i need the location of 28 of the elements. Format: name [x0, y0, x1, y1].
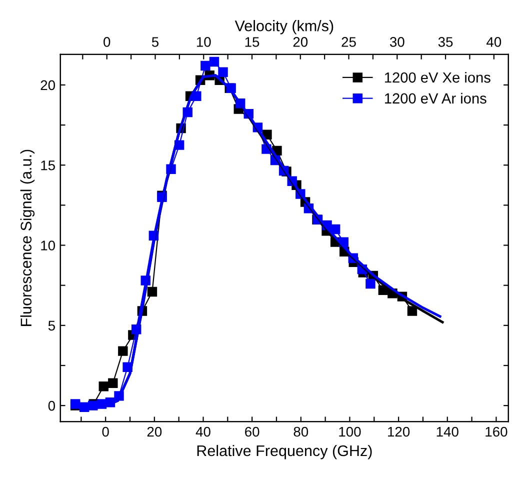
x2-tick-label: 15	[245, 37, 260, 47]
x-tick-label: 40	[196, 426, 210, 437]
x-tick-label: 160	[486, 426, 508, 437]
x2-tick-label: 35	[438, 37, 453, 47]
y-tick-label: 15	[41, 160, 55, 170]
x-tick-label: 20	[147, 426, 162, 437]
y-axis-title: Fluorescence Signal (a.u.)	[20, 150, 35, 326]
x-axis-title: Relative Frequency (GHz)	[197, 444, 372, 460]
x-tick-label: 60	[245, 426, 260, 437]
x-tick-label: 140	[436, 426, 458, 437]
x-tick-label: 80	[294, 426, 308, 437]
x2-tick-label: 40	[486, 37, 502, 47]
y-tick-label: 10	[41, 240, 56, 250]
x-tick-label: 100	[339, 426, 361, 437]
legend-label: 1200 eV Ar ions	[385, 92, 486, 104]
legend-label: 1200 eV Xe ions	[385, 72, 490, 83]
x2-tick-label: 30	[390, 37, 404, 47]
x2-tick-label: 10	[196, 37, 211, 47]
x2-tick-label: 25	[342, 37, 356, 47]
y-tick-label: 5	[48, 320, 55, 331]
x-tick-label: 0	[102, 426, 109, 437]
x2-tick-label: 5	[152, 37, 159, 47]
x2-tick-label: 0	[104, 37, 110, 47]
x-tick-label: 120	[388, 426, 410, 437]
x2-axis-title: Velocity (km/s)	[234, 20, 334, 34]
y-tick-label: 20	[40, 80, 56, 90]
y-tick-label: 0	[48, 400, 56, 411]
x2-tick-label: 20	[293, 37, 308, 47]
